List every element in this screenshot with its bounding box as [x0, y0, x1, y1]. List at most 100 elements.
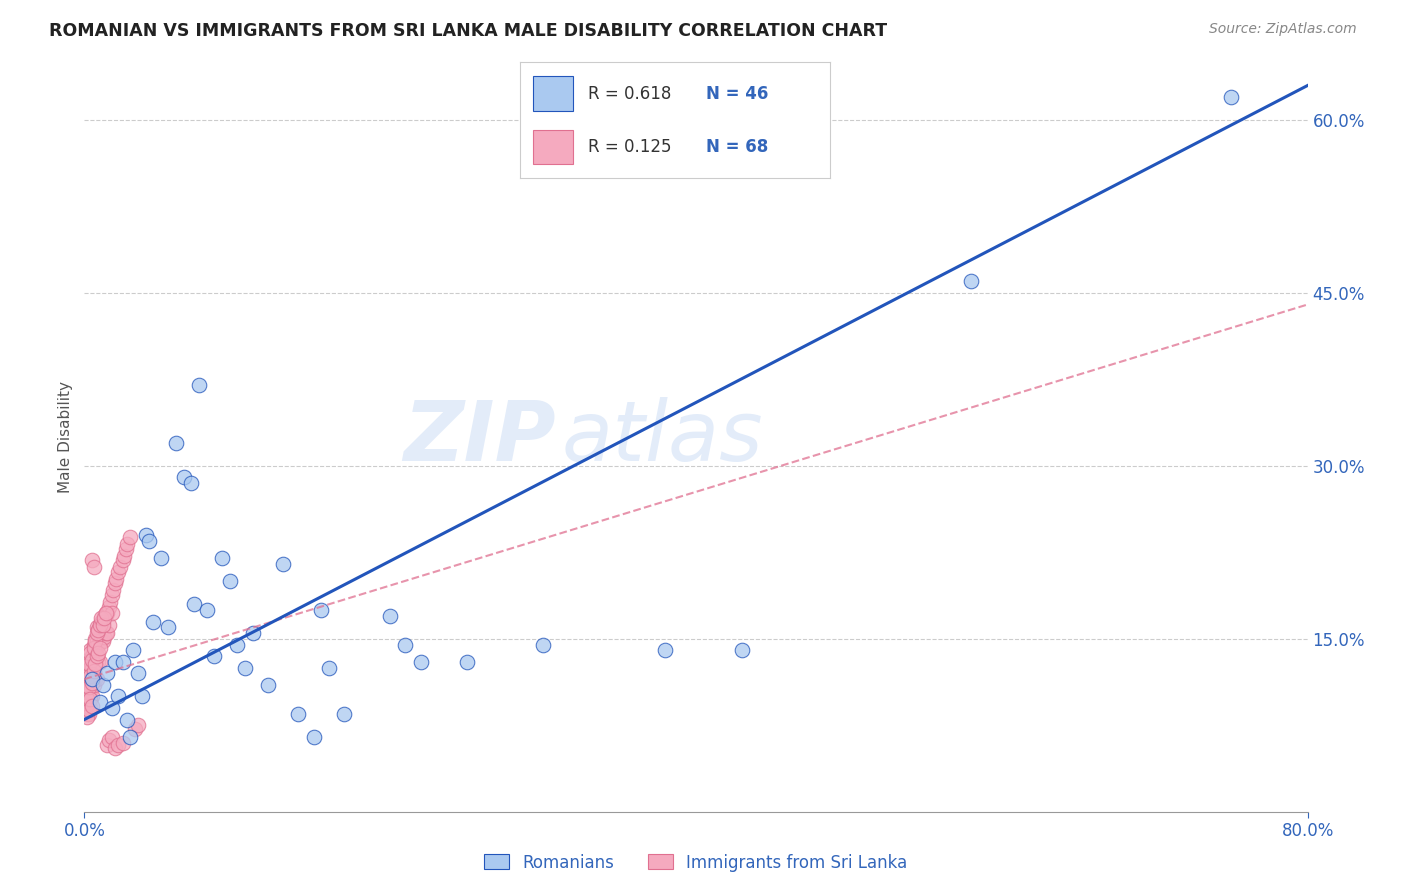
Point [111, 553, 134, 567]
Point [80, 690, 103, 704]
Point [731, 643, 754, 657]
Point [97, 599, 120, 614]
Point [77, 680, 100, 694]
Point [183, 597, 205, 611]
Text: N = 46: N = 46 [706, 85, 768, 103]
Point [91, 615, 114, 629]
Point [89, 655, 111, 669]
Point [104, 741, 127, 756]
Point [135, 528, 157, 542]
Point [75, 690, 97, 704]
Point [101, 730, 124, 744]
Point [94, 607, 117, 621]
Point [1220, 90, 1243, 104]
Point [90, 615, 112, 629]
Point [84, 657, 107, 672]
Point [77, 672, 100, 686]
Point [107, 690, 129, 704]
Point [80, 660, 103, 674]
Point [87, 646, 110, 660]
Text: R = 0.125: R = 0.125 [588, 138, 672, 156]
Point [96, 607, 118, 621]
Point [80, 672, 103, 686]
Point [96, 666, 118, 681]
Y-axis label: Male Disability: Male Disability [58, 381, 73, 493]
Point [75, 695, 97, 709]
Point [76, 669, 98, 683]
Point [80, 672, 103, 686]
Point [103, 583, 125, 598]
Point [90, 634, 112, 648]
Point [138, 533, 160, 548]
Point [202, 649, 225, 664]
Point [75, 698, 97, 713]
Point [115, 537, 138, 551]
Point [302, 730, 325, 744]
Point [87, 623, 110, 637]
Point [115, 713, 138, 727]
Point [188, 378, 211, 392]
Point [83, 664, 105, 678]
Point [311, 603, 333, 617]
Point [87, 623, 110, 637]
Point [131, 690, 153, 704]
Point [80, 553, 103, 567]
Point [173, 470, 195, 484]
Point [79, 672, 101, 686]
Point [257, 678, 280, 692]
Point [89, 640, 111, 655]
Point [149, 551, 172, 566]
Point [114, 541, 136, 556]
Point [93, 608, 115, 623]
Point [80, 649, 103, 664]
Point [86, 649, 108, 664]
Point [86, 649, 108, 664]
Point [211, 551, 233, 566]
Point [93, 630, 115, 644]
Point [86, 634, 108, 648]
Text: N = 68: N = 68 [706, 138, 768, 156]
Point [83, 666, 105, 681]
Point [124, 722, 146, 736]
Point [112, 549, 135, 563]
Point [98, 595, 121, 609]
Point [77, 683, 100, 698]
Point [87, 655, 110, 669]
Text: ROMANIAN VS IMMIGRANTS FROM SRI LANKA MALE DISABILITY CORRELATION CHART: ROMANIAN VS IMMIGRANTS FROM SRI LANKA MA… [49, 22, 887, 40]
Point [75, 680, 97, 694]
Point [80, 675, 103, 690]
Point [80, 698, 103, 713]
Point [83, 638, 105, 652]
Point [90, 611, 112, 625]
Point [94, 607, 117, 621]
Point [87, 638, 110, 652]
Point [77, 703, 100, 717]
Point [79, 643, 101, 657]
Point [105, 572, 128, 586]
FancyBboxPatch shape [533, 129, 572, 164]
Point [91, 618, 114, 632]
Point [84, 634, 107, 648]
Point [380, 608, 402, 623]
Point [84, 655, 107, 669]
Point [79, 691, 101, 706]
Text: ZIP: ZIP [402, 397, 555, 477]
Point [97, 618, 120, 632]
Point [84, 672, 107, 686]
Point [233, 660, 256, 674]
Point [76, 691, 98, 706]
Point [89, 618, 111, 632]
Point [104, 655, 127, 669]
Point [79, 701, 101, 715]
Point [76, 695, 98, 709]
Point [107, 565, 129, 579]
Point [84, 643, 107, 657]
Point [94, 626, 117, 640]
Point [157, 620, 180, 634]
Point [108, 560, 131, 574]
Point [96, 626, 118, 640]
Point [142, 615, 165, 629]
Point [226, 638, 249, 652]
Point [318, 660, 340, 674]
Point [101, 607, 124, 621]
